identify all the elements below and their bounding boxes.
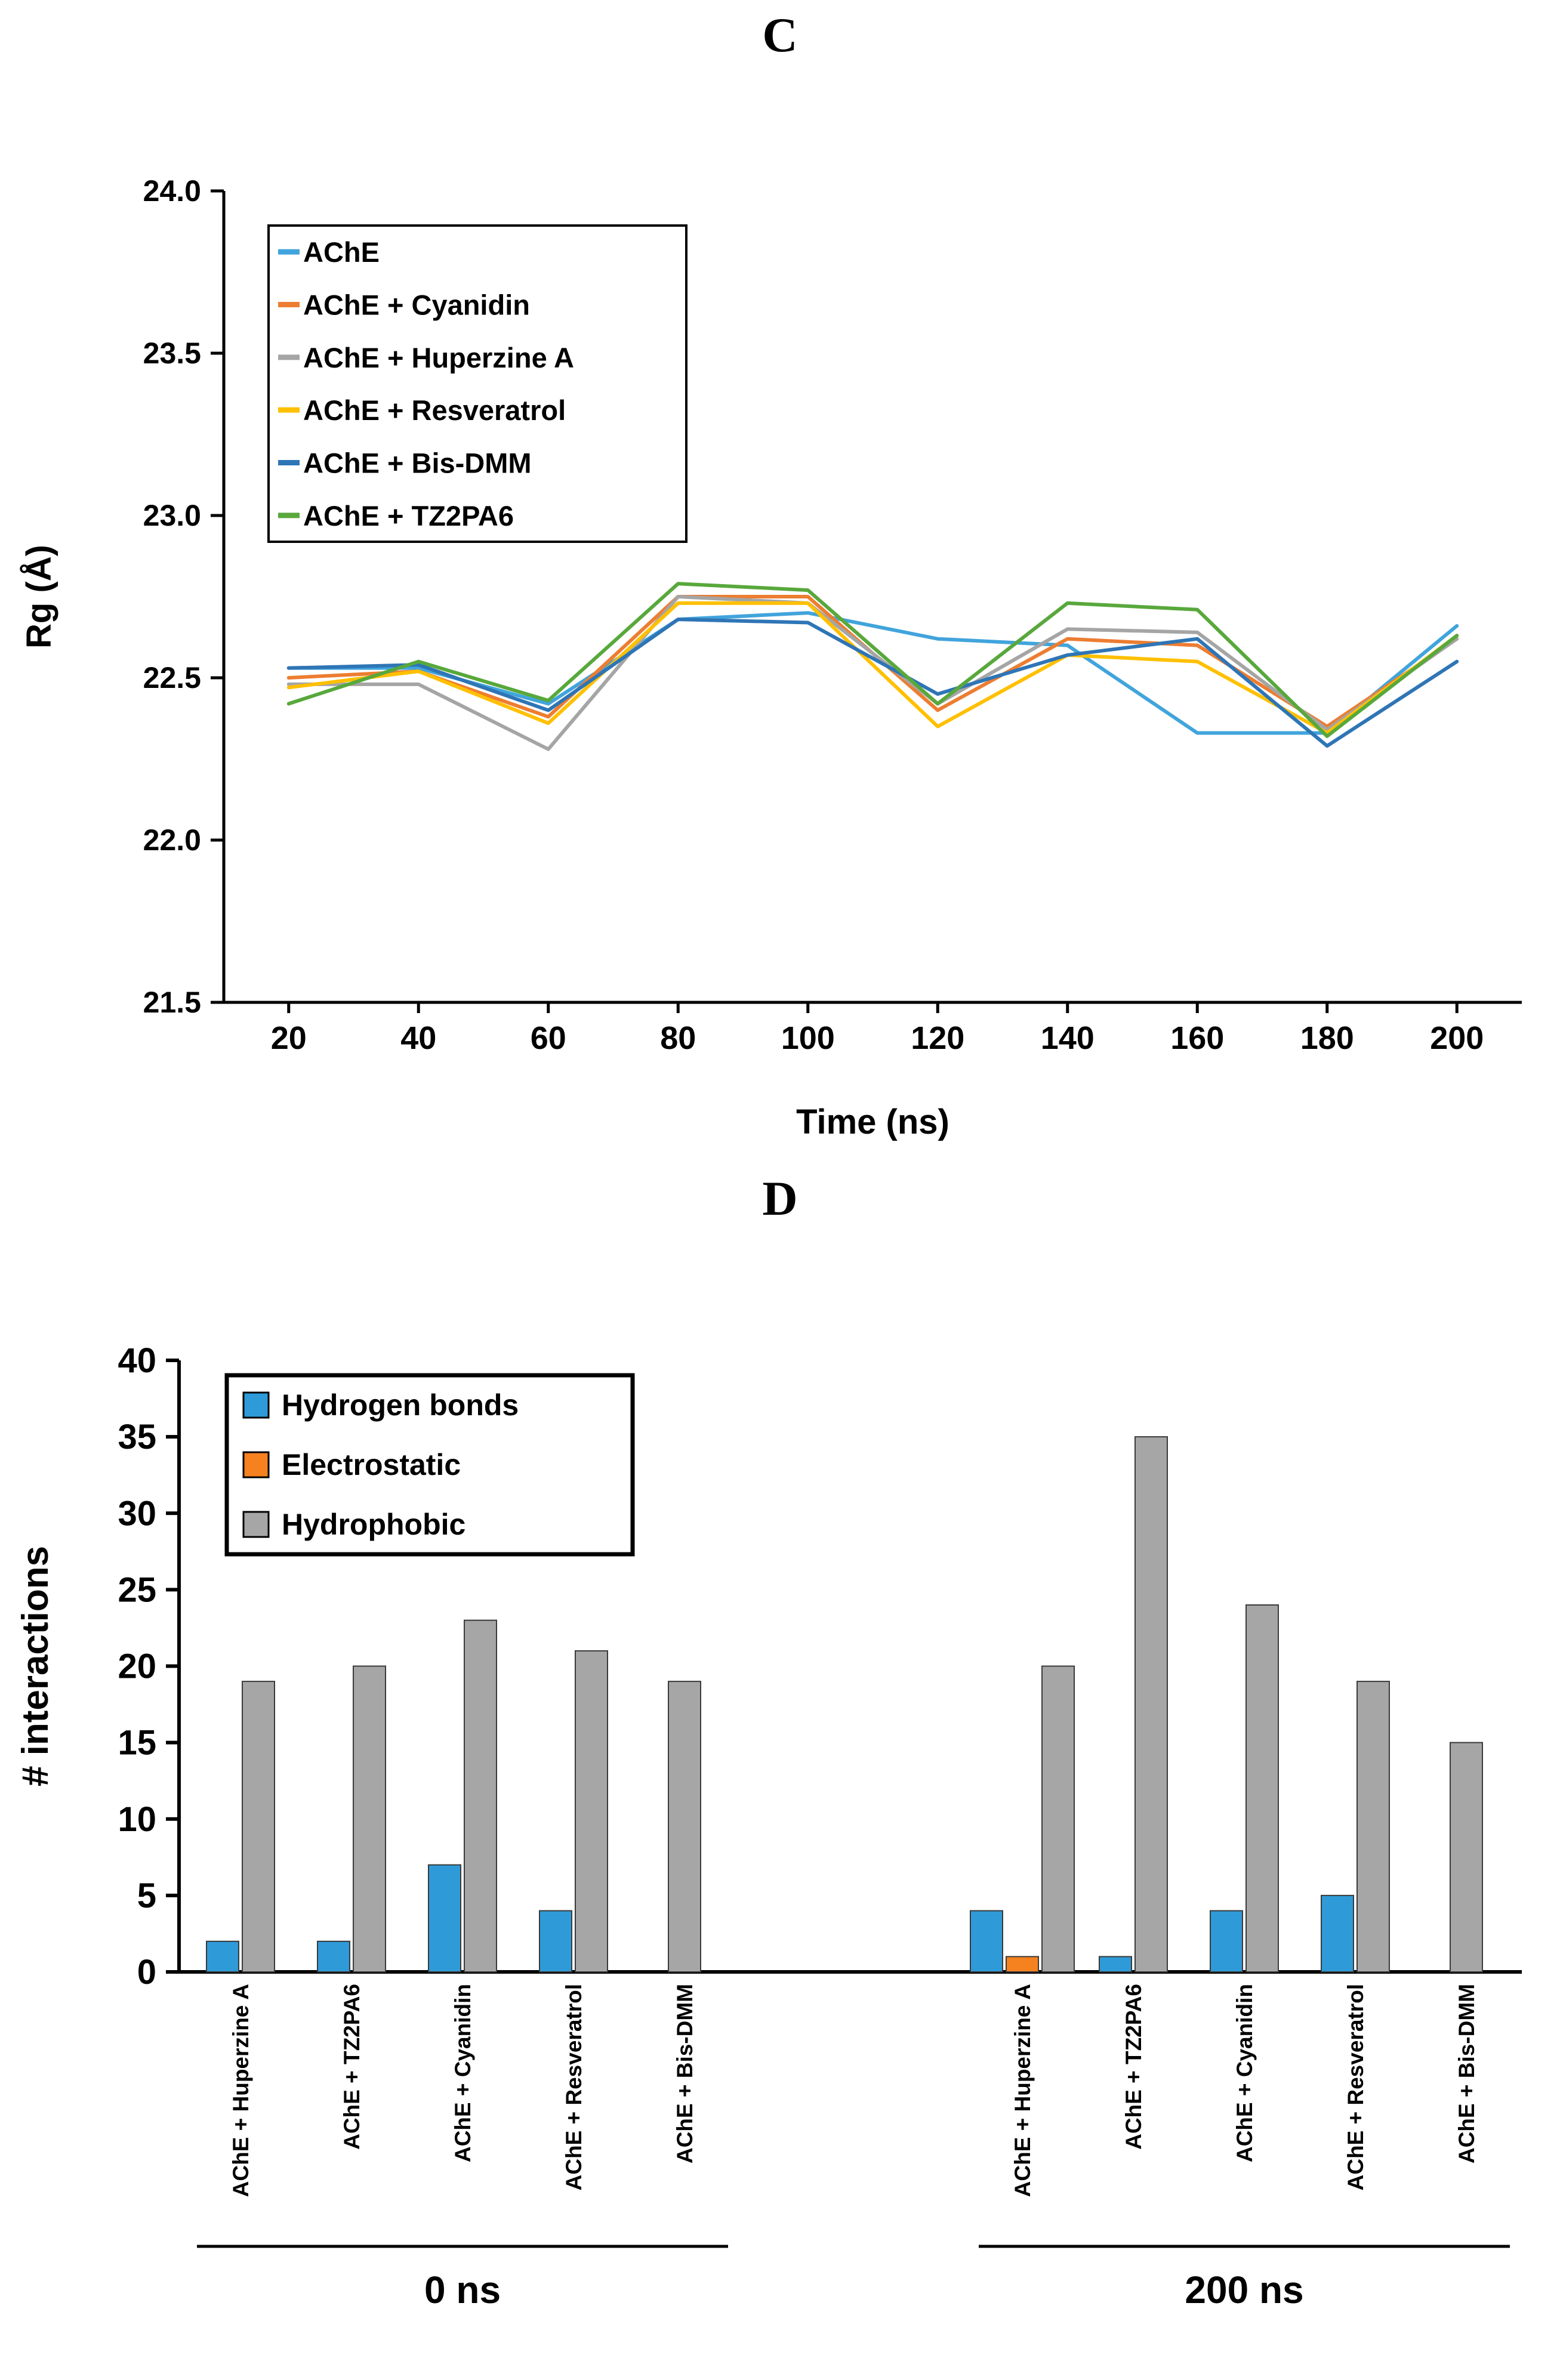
c-x-tick-label: 180 [1300, 1020, 1354, 1056]
c-legend-label: AChE [303, 236, 380, 268]
d-category-label: AChE + Resveratrol [562, 1984, 586, 2191]
bar-hydrophobic [1245, 1604, 1279, 1972]
c-legend-label: AChE + Huperzine A [303, 342, 574, 373]
c-legend-label: AChE + Bis-DMM [303, 447, 532, 479]
bar-hydrogen-bonds [317, 1940, 350, 1972]
c-legend-label: AChE + TZ2PA6 [303, 500, 514, 532]
d-y-tick-label: 0 [137, 1953, 156, 1992]
bar-hydrophobic [464, 1619, 497, 1972]
line-series-ache [286, 611, 1459, 735]
d-category-label: AChE + TZ2PA6 [1121, 1984, 1146, 2150]
d-category-label: AChE + Huperzine A [1010, 1984, 1035, 2197]
c-x-tick-label: 60 [531, 1020, 566, 1056]
c-x-tick-label: 120 [911, 1020, 964, 1056]
d-y-tick-label: 30 [118, 1494, 156, 1533]
c-y-tick-label: 21.5 [143, 986, 201, 1019]
c-legend-label: AChE + Resveratrol [303, 394, 566, 426]
d-category-label: AChE + Cyanidin [451, 1984, 475, 2162]
d-y-tick-label: 25 [118, 1570, 156, 1609]
panel-c-label: C [762, 8, 798, 62]
d-y-tick-label: 15 [118, 1724, 156, 1762]
c-x-tick-label: 100 [781, 1020, 835, 1056]
bar-hydrogen-bonds [1321, 1894, 1354, 1972]
line-series-ache-bis-dmm [286, 618, 1459, 748]
d-y-tick-label: 40 [118, 1341, 156, 1380]
line-series-ache-tz2pa6 [286, 582, 1459, 738]
bar-hydrophobic [353, 1665, 386, 1972]
bar-hydrogen-bonds [1210, 1910, 1243, 1972]
line-series-ache-resveratrol [286, 601, 1459, 735]
d-y-axis-title: # interactions [15, 1546, 56, 1786]
c-x-tick-label: 80 [660, 1020, 696, 1056]
d-category-label: AChE + TZ2PA6 [340, 1984, 364, 2150]
c-y-tick-label: 24.0 [143, 174, 201, 208]
d-legend-swatch [242, 1451, 270, 1478]
panel-d-label: D [762, 1171, 798, 1226]
bar-hydrophobic [242, 1681, 275, 1972]
d-group-label: 200 ns [1185, 2268, 1303, 2311]
c-x-tick-label: 160 [1170, 1020, 1224, 1056]
d-legend-swatch [242, 1511, 270, 1538]
d-category-label: AChE + Cyanidin [1232, 1984, 1257, 2162]
c-y-tick-label: 22.0 [143, 823, 201, 857]
d-y-tick-label: 20 [118, 1647, 156, 1686]
c-y-tick-label: 23.0 [143, 499, 201, 532]
d-category-label: AChE + Bis-DMM [673, 1984, 697, 2163]
bar-hydrophobic [1356, 1681, 1390, 1972]
bar-hydrophobic [1041, 1665, 1075, 1972]
c-y-tick-label: 23.5 [143, 337, 201, 370]
d-legend-box [224, 1373, 635, 1557]
c-x-tick-label: 20 [271, 1020, 307, 1056]
d-y-tick-label: 10 [118, 1800, 156, 1839]
bar-hydrophobic [1134, 1436, 1168, 1972]
d-legend-swatch [242, 1391, 270, 1419]
c-legend-label: AChE + Cyanidin [303, 289, 530, 321]
c-y-tick-label: 22.5 [143, 661, 201, 694]
d-legend-label: Hydrophobic [282, 1508, 465, 1541]
c-y-axis-title: Rg (Å) [20, 545, 58, 649]
bar-hydrogen-bonds [970, 1910, 1003, 1972]
bar-hydrogen-bonds [428, 1864, 461, 1972]
interactions-bar-chart: 0 5 10 15 20 25 30 35 40 AChE + Huperzine A AChE +… [0, 1229, 1560, 2351]
c-x-tick-label: 140 [1041, 1020, 1095, 1056]
d-category-label: AChE + Bis-DMM [1454, 1984, 1479, 2163]
d-group-label: 0 ns [424, 2268, 501, 2311]
bar-hydrophobic [575, 1650, 608, 1972]
interactions-bar-chart-canvas: 0 5 10 15 20 25 30 35 40 AChE + Huperzine A AChE +… [15, 1341, 1522, 2311]
c-x-tick-label: 40 [400, 1020, 436, 1056]
c-legend-box [267, 224, 687, 543]
rg-line-chart-canvas: 21.5 22.0 22.5 23.0 23.5 24.0 20 40 60 80 100 120 14… [20, 174, 1522, 1141]
bar-electrostatic [1006, 1956, 1039, 1972]
bar-hydrogen-bonds [539, 1910, 572, 1972]
c-x-tick-label: 200 [1430, 1020, 1484, 1056]
d-y-tick-label: 5 [137, 1876, 156, 1915]
c-x-axis-title: Time (ns) [796, 1103, 949, 1141]
bar-hydrogen-bonds [206, 1940, 239, 1972]
d-category-label: AChE + Huperzine A [229, 1984, 253, 2197]
d-legend-label: Electrostatic [282, 1448, 461, 1481]
bar-hydrophobic [668, 1681, 701, 1972]
d-category-label: AChE + Resveratrol [1343, 1984, 1368, 2191]
d-y-tick-label: 35 [118, 1418, 156, 1456]
rg-line-chart: 21.5 22.0 22.5 23.0 23.5 24.0 20 40 60 80 100 120 14… [0, 66, 1560, 1163]
bar-hydrogen-bonds [1099, 1956, 1132, 1972]
line-series-ache-huperzine-a [286, 595, 1459, 751]
d-legend-label: Hydrogen bonds [282, 1388, 519, 1422]
bar-hydrophobic [1450, 1742, 1483, 1972]
